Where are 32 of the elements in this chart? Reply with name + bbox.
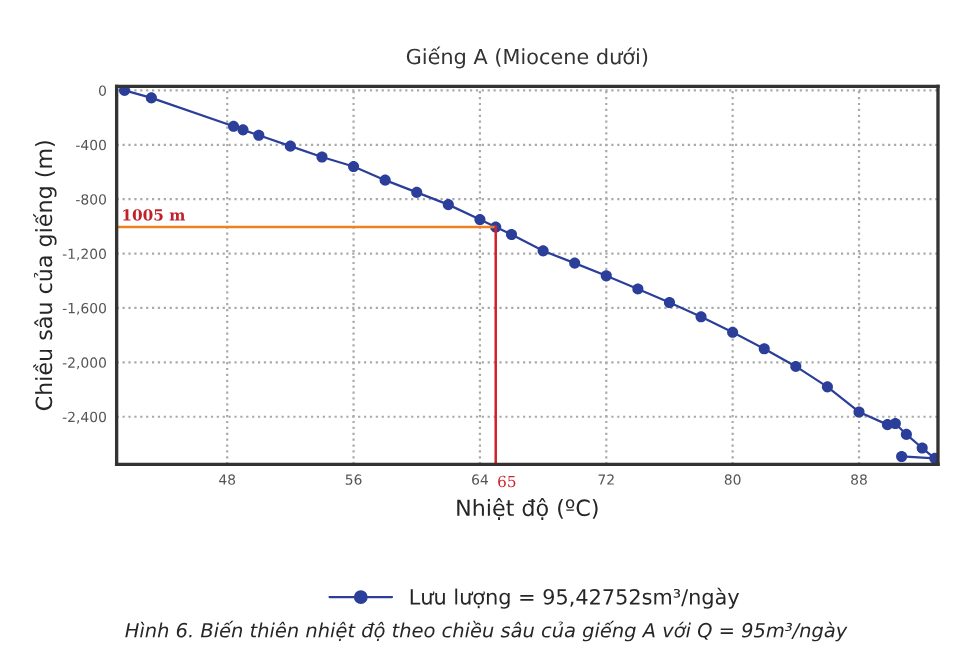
point bbox=[411, 186, 423, 198]
point bbox=[663, 296, 676, 309]
point bbox=[695, 311, 707, 323]
point bbox=[348, 161, 360, 173]
point bbox=[916, 442, 928, 454]
point bbox=[474, 214, 486, 226]
point bbox=[900, 428, 912, 440]
x-axis-title: Nhiệt độ (ºC) bbox=[457, 498, 598, 520]
point bbox=[896, 450, 908, 463]
point bbox=[442, 199, 454, 211]
point bbox=[821, 381, 833, 393]
point bbox=[284, 140, 296, 152]
point bbox=[889, 417, 901, 430]
point bbox=[569, 257, 581, 269]
chart-title: Giếng A (Miocene dưới) bbox=[406, 46, 648, 69]
legend-label: Lưu lượng = 95,42752sm³/ngày bbox=[410, 587, 740, 609]
y-axis-title: Chiều sâu của giếng (m) bbox=[33, 141, 57, 411]
point bbox=[853, 406, 865, 418]
point bbox=[237, 124, 249, 136]
point bbox=[537, 245, 549, 257]
point bbox=[727, 326, 739, 338]
point bbox=[253, 129, 265, 141]
point bbox=[316, 151, 328, 163]
point bbox=[505, 228, 518, 241]
point bbox=[790, 360, 802, 372]
point bbox=[600, 270, 612, 282]
point bbox=[379, 174, 391, 186]
point bbox=[632, 283, 644, 295]
point bbox=[227, 120, 240, 132]
point bbox=[758, 343, 770, 355]
text: Hình 6. Biến thiên nhiệt độ theo chiều sâu của giếng A với Q = 95m³/ngày bbox=[125, 620, 848, 642]
point bbox=[145, 92, 157, 104]
